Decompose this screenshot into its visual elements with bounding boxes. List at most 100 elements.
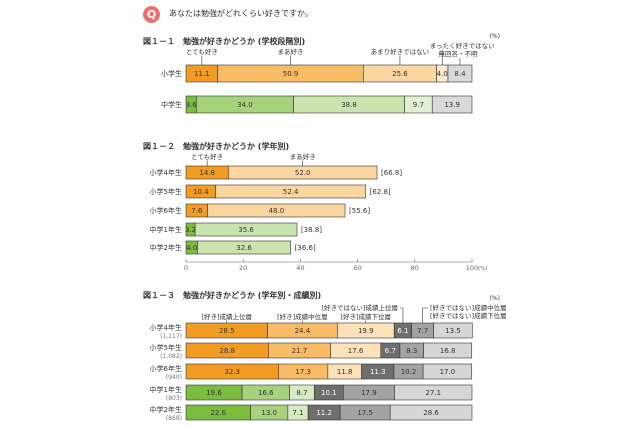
chart3-data-label: 16.6 bbox=[258, 389, 274, 397]
chart3-sample-size: (803) bbox=[166, 395, 182, 402]
chart2-row-label: 小学5年生 bbox=[150, 187, 182, 196]
chart3-data-label: 13.0 bbox=[261, 409, 277, 417]
chart3-sample-size: (940) bbox=[166, 374, 182, 381]
chart1-unit: (%) bbox=[490, 33, 500, 40]
chart3-data-label: 28.5 bbox=[219, 327, 235, 335]
chart2-row-label: 中学1年生 bbox=[150, 225, 182, 234]
chart3-sample-size: (1,117) bbox=[160, 333, 182, 340]
chart3-data-label: 6.1 bbox=[397, 327, 408, 335]
chart1-data-label: 9.7 bbox=[413, 101, 424, 109]
chart3-data-label: 8.3 bbox=[406, 347, 417, 355]
chart3-data-label: 27.1 bbox=[425, 389, 441, 397]
chart3-legend-label: [好き]成績上位層 bbox=[201, 312, 252, 321]
chart3-data-label: 17.0 bbox=[440, 368, 456, 376]
chart3-data-label: 13.5 bbox=[445, 327, 461, 335]
chart3-leader-line bbox=[400, 307, 404, 323]
chart3-legend-label: [好きではない]成績中位層 bbox=[430, 303, 507, 312]
chart1-data-label: 13.9 bbox=[444, 101, 460, 109]
chart1-data-label: 3.6 bbox=[186, 101, 198, 109]
chart1-data-label: 11.1 bbox=[194, 70, 210, 78]
chart3-legend-label: [好きではない]成績上位層 bbox=[321, 303, 398, 312]
chart1-bar-segment bbox=[431, 95, 473, 114]
chart3-row-label: 中学2年生 bbox=[150, 405, 182, 414]
chart2-x-tick-label: 60 bbox=[353, 264, 361, 272]
chart2-total-label: [62.8] bbox=[370, 188, 391, 196]
chart1-data-label: 4.0 bbox=[437, 70, 448, 78]
chart3-data-label: 10.2 bbox=[401, 368, 417, 376]
chart1-data-label: 38.8 bbox=[341, 101, 357, 109]
chart2-data-label: 52.4 bbox=[283, 188, 299, 196]
chart3-row-label: 中学1年生 bbox=[150, 385, 182, 394]
chart3-row-label: 小学4年生 bbox=[150, 323, 182, 332]
chart1-legend-label: まったく好きではない bbox=[430, 41, 495, 50]
chart3-data-label: 11.8 bbox=[337, 368, 353, 376]
chart2-x-tick-label: 100 bbox=[466, 264, 478, 272]
chart2-data-label: 10.4 bbox=[193, 188, 209, 196]
chart1-title: 図１－１ 勉強が好きかどうか (学校段階別) bbox=[143, 37, 306, 46]
question-text: あなたは勉強がどれくらい好きですか。 bbox=[169, 9, 313, 18]
chart3-data-label: 24.4 bbox=[295, 327, 311, 335]
chart1-legend-label: 無回答・不明 bbox=[439, 49, 479, 58]
chart1-legend-label: とても好き bbox=[186, 47, 218, 56]
chart2-row-label: 小学6年生 bbox=[150, 206, 182, 215]
chart3-data-label: 11.2 bbox=[316, 409, 332, 417]
chart3-legend-label: [好き]成績下位層 bbox=[340, 312, 391, 321]
chart3-sample-size: (868) bbox=[166, 415, 182, 422]
chart2-x-tick-label: 80 bbox=[411, 264, 419, 272]
chart1-row-label: 中学生 bbox=[161, 100, 182, 109]
chart3-data-label: 7.7 bbox=[417, 327, 428, 335]
chart2-total-label: [55.6] bbox=[349, 207, 370, 215]
chart1-data-label: 50.9 bbox=[283, 70, 299, 78]
chart2-bar-segment bbox=[207, 203, 346, 218]
chart3-data-label: 28.6 bbox=[423, 409, 439, 417]
chart3-row-label: 小学6年生 bbox=[150, 364, 182, 373]
chart3-bar-segment bbox=[423, 342, 473, 359]
chart3-title: 図１－３ 勉強が好きかどうか (学年別・成績別) bbox=[143, 291, 322, 300]
chart1-data-label: 25.6 bbox=[392, 70, 408, 78]
chart2-data-label: 32.6 bbox=[236, 244, 252, 252]
chart1-data-label: 8.4 bbox=[454, 70, 466, 78]
chart2-data-label: 48.0 bbox=[269, 207, 285, 215]
chart3-data-label: 7.1 bbox=[292, 409, 303, 417]
chart3-data-label: 28.8 bbox=[219, 347, 235, 355]
chart2-data-label: 35.6 bbox=[238, 226, 254, 234]
chart1-legend-label: まあ好き bbox=[278, 47, 304, 56]
chart2-bar-segment bbox=[197, 240, 291, 255]
chart2-total-label: [36.6] bbox=[295, 244, 316, 252]
chart2-x-tick-label: 20 bbox=[239, 264, 247, 272]
chart1-data-label: 34.0 bbox=[237, 101, 253, 109]
chart2-row-label: 小学4年生 bbox=[150, 168, 182, 177]
chart2-data-label: 4.0 bbox=[186, 244, 197, 252]
chart3-data-label: 17.9 bbox=[361, 389, 377, 397]
chart3-data-label: 19.6 bbox=[206, 389, 222, 397]
chart2-bar-segment bbox=[194, 222, 298, 237]
chart2-total-label: [38.8] bbox=[301, 226, 322, 234]
chart3-data-label: 19.9 bbox=[358, 327, 374, 335]
chart1-row-label: 小学生 bbox=[161, 69, 182, 78]
chart3-data-label: 8.7 bbox=[296, 389, 307, 397]
chart3-data-label: 21.7 bbox=[292, 347, 308, 355]
chart2-x-unit: (%) bbox=[478, 266, 488, 272]
chart3-bar-segment bbox=[389, 404, 473, 421]
chart3-legend-label: [好き]成績中位層 bbox=[277, 312, 328, 321]
chart3-data-label: 32.3 bbox=[224, 368, 240, 376]
chart3-data-label: 17.5 bbox=[357, 409, 373, 417]
chart2-row-label: 中学2年生 bbox=[150, 243, 182, 252]
chart3-unit: (%) bbox=[490, 295, 500, 302]
chart2-x-tick-label: 0 bbox=[184, 264, 188, 272]
chart2-bar-segment bbox=[215, 184, 366, 199]
chart2-data-label: 3.2 bbox=[185, 226, 196, 234]
chart3-sample-size: (1,082) bbox=[160, 353, 182, 360]
chart2-data-label: 52.0 bbox=[295, 169, 311, 177]
chart2-legend-label: まあ好き bbox=[290, 152, 316, 161]
chart2-x-tick-label: 40 bbox=[296, 264, 304, 272]
chart2-legend-label: とても好き bbox=[191, 152, 223, 161]
chart2-data-label: 14.8 bbox=[199, 169, 215, 177]
chart1-legend-label: あまり好きではない bbox=[371, 47, 430, 56]
question-icon: Q bbox=[143, 6, 160, 23]
chart3-bar-segment bbox=[433, 322, 473, 339]
chart2-total-label: [66.8] bbox=[381, 169, 402, 177]
chart3-data-label: 22.6 bbox=[211, 409, 227, 417]
